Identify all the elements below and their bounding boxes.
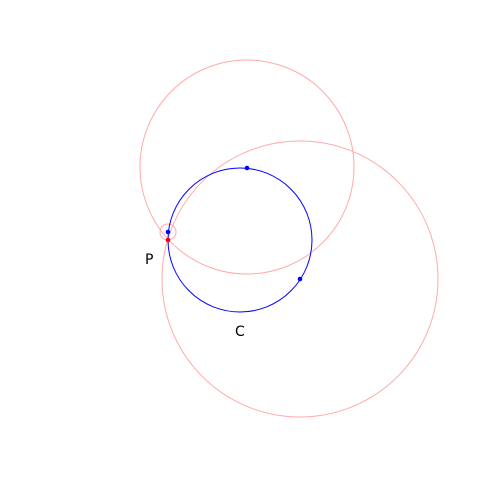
label-c: C [235, 324, 245, 340]
blue-point-left [165, 229, 171, 235]
construction-circle-upper [139, 59, 355, 275]
blue-point-top [244, 165, 250, 171]
point-p [165, 237, 171, 243]
label-p: P [145, 252, 153, 268]
construction-circle-large [161, 140, 439, 418]
blue-point-lower-right [297, 276, 303, 282]
